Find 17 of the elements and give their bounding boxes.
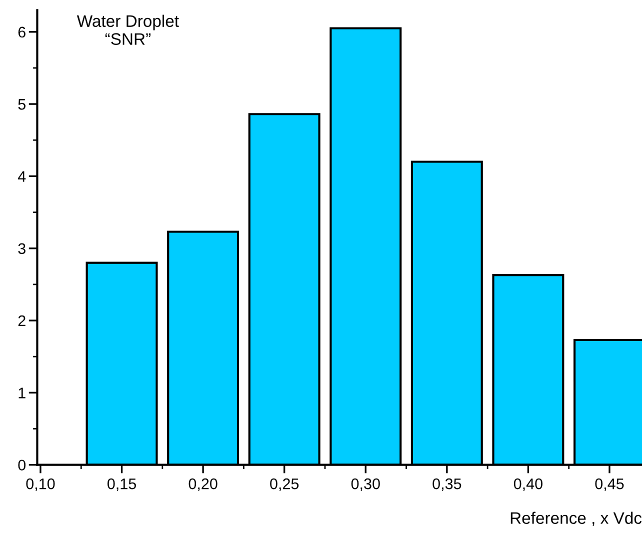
y-tick-label: 6 [18,26,26,38]
x-tick-label: 0,10 [26,478,55,492]
y-tick-label: 5 [18,99,26,110]
x-tick-label: 0,25 [270,478,299,492]
x-tick-label: 0,35 [432,478,462,492]
x-tick-label: 0,40 [514,478,542,492]
y-tick-label: 1 [18,388,26,398]
x-tick-label: 0,45 [595,478,624,492]
annotation: Water Droplet “SNR” [76,14,179,45]
x-tick-label: 0,15 [108,478,136,492]
x-tick-label: 0,30 [351,478,380,492]
x-tick-label: 0,20 [188,478,218,492]
y-tick-label: 0 [18,460,26,471]
x-axis-title: Reference , x Vdc [510,512,642,526]
y-tick-label: 2 [18,315,26,326]
y-tick-label: 3 [18,243,26,254]
y-tick-label: 4 [18,171,26,182]
